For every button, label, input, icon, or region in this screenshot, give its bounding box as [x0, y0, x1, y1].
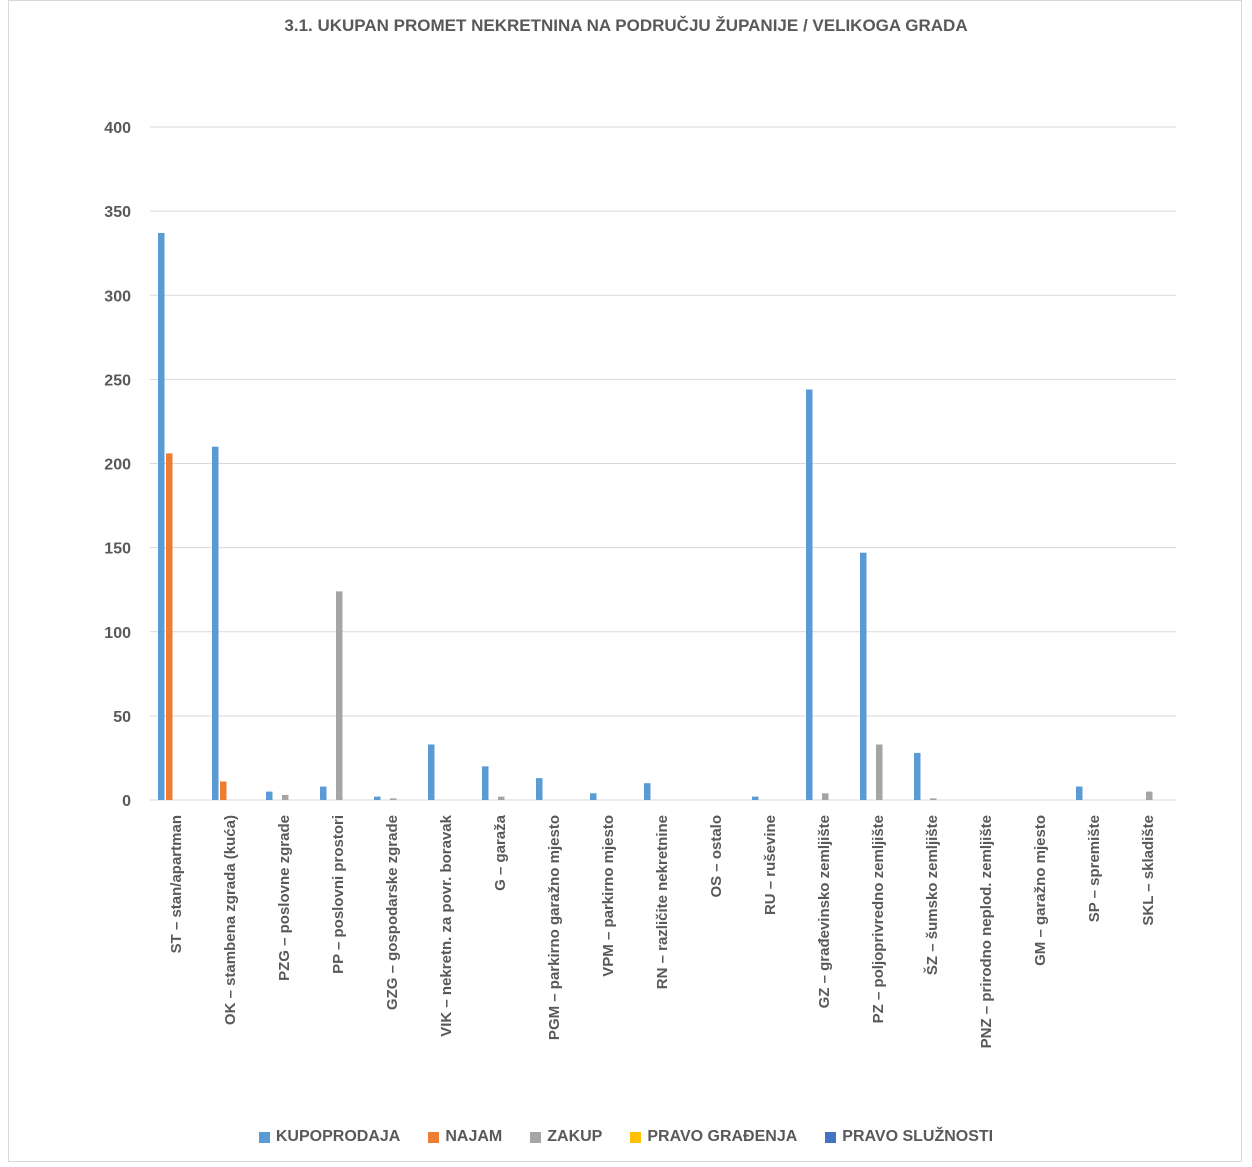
x-tick-label: G – garaža — [492, 814, 509, 891]
legend-label: PRAVO GRAĐENJA — [647, 1128, 798, 1145]
legend-swatch — [530, 1131, 542, 1143]
bar-kupoprodaja-13 — [860, 552, 867, 800]
y-tick-label: 200 — [104, 457, 131, 474]
x-tick-label: PGM – parkirno garažno mjesto — [546, 815, 563, 1040]
x-tick-label: PZ – poljoprivredno zemljište — [870, 815, 887, 1023]
y-tick-label: 300 — [104, 288, 131, 305]
legend-item: PRAVO GRAĐENJA — [630, 1128, 797, 1146]
x-tick-label: RU – ruševine — [762, 815, 779, 915]
legend-item: PRAVO SLUŽNOSTI — [825, 1128, 993, 1146]
x-tick-label: VIK – nekretn. za povr. boravak — [438, 814, 455, 1036]
legend-swatch — [825, 1131, 837, 1143]
y-tick-label: 100 — [104, 625, 131, 642]
y-tick-label: 350 — [104, 204, 131, 221]
bar-kupoprodaja-12 — [806, 389, 813, 800]
bar-kupoprodaja-1 — [212, 446, 219, 800]
bar-zakup-6 — [498, 796, 505, 800]
x-tick-label: OK – stambena zgrada (kuća) — [222, 815, 239, 1025]
chart-title: 3.1. UKUPAN PROMET NEKRETNINA NA PODRUČJ… — [284, 16, 968, 35]
bar-najam-0 — [166, 453, 173, 800]
legend-label: ZAKUP — [547, 1128, 603, 1145]
bar-kupoprodaja-6 — [482, 766, 489, 800]
x-axis-ticks: ST – stan/apartman OK – stambena zgrada (… — [168, 814, 1157, 1048]
bar-zakup-2 — [282, 794, 289, 800]
bar-zakup-3 — [336, 591, 343, 800]
legend-item: KUPOPRODAJA — [258, 1128, 401, 1146]
y-tick-label: 150 — [104, 541, 131, 558]
y-axis-ticks: 0 50 100 150 200 250 300 350 400 — [104, 120, 131, 810]
legend-item: NAJAM — [428, 1128, 502, 1146]
legend-swatch — [428, 1131, 440, 1143]
x-tick-label: PP – poslovni prostori — [330, 815, 347, 974]
y-tick-label: 50 — [113, 709, 131, 726]
chart-plot: 0 50 100 150 200 250 300 350 400 ST – stan/apart… — [104, 120, 1176, 1048]
y-tick-label: 0 — [122, 793, 131, 810]
legend-swatch — [630, 1131, 642, 1143]
y-tick-label: 400 — [104, 120, 131, 137]
gridlines — [150, 126, 1176, 801]
bar-kupoprodaja-11 — [752, 796, 759, 800]
bar-kupoprodaja-2 — [266, 791, 273, 800]
bar-zakup-13 — [876, 744, 883, 800]
bar-kupoprodaja-8 — [590, 793, 597, 800]
bar-kupoprodaja-9 — [644, 783, 651, 800]
legend-label: KUPOPRODAJA — [275, 1128, 401, 1145]
bar-kupoprodaja-5 — [428, 744, 435, 800]
legend-item: ZAKUP — [530, 1128, 602, 1146]
x-tick-label: ST – stan/apartman — [168, 815, 185, 953]
x-tick-label: GZ – građevinsko zemljište — [816, 815, 833, 1008]
x-tick-label: GZG – gospodarske zgrade — [384, 815, 401, 1010]
legend-label: NAJAM — [445, 1128, 503, 1145]
legend-label: PRAVO SLUŽNOSTI — [842, 1128, 994, 1145]
bar-zakup-4 — [390, 798, 397, 800]
y-tick-label: 250 — [104, 372, 131, 389]
bar-kupoprodaja-14 — [914, 752, 921, 800]
x-tick-label: SKL – skladište — [1140, 815, 1157, 926]
bars — [158, 232, 1153, 800]
bar-kupoprodaja-4 — [374, 796, 381, 800]
legend-swatch — [258, 1131, 270, 1143]
bar-kupoprodaja-3 — [320, 786, 327, 800]
bar-najam-1 — [220, 781, 227, 800]
bar-zakup-12 — [822, 793, 829, 800]
bar-kupoprodaja-17 — [1076, 786, 1083, 800]
x-tick-label: OS – ostalo — [708, 815, 725, 898]
x-tick-label: VPM – parkirno mjesto — [600, 815, 617, 977]
x-tick-label: ŠZ – šumsko zemljište — [923, 815, 941, 975]
x-tick-label: RN – različite nekretnine — [654, 815, 671, 989]
bar-kupoprodaja-0 — [158, 232, 165, 800]
legend: KUPOPRODAJA NAJAM ZAKUP PRAVO GRAĐENJA PRAVO… — [0, 1128, 1252, 1146]
bar-kupoprodaja-7 — [536, 778, 543, 800]
x-tick-label: PZG – poslovne zgrade — [276, 815, 293, 981]
x-tick-label: GM – garažno mjesto — [1032, 815, 1049, 966]
x-tick-label: SP – spremište — [1086, 815, 1103, 922]
x-tick-label: PNZ – prirodno neplod. zemljište — [978, 815, 995, 1048]
bar-zakup-18 — [1146, 791, 1153, 800]
bar-zakup-14 — [930, 798, 937, 800]
